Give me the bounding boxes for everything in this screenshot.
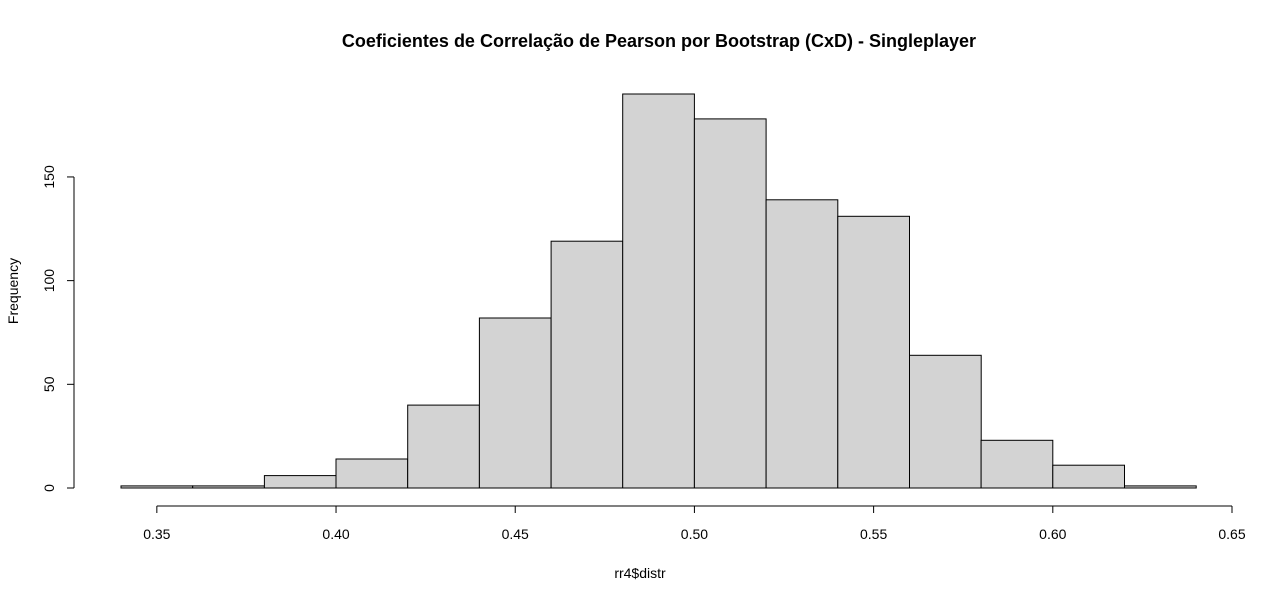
x-tick-label: 0.60 xyxy=(1039,526,1066,542)
y-tick-label: 100 xyxy=(41,269,57,293)
histogram-bar xyxy=(693,118,767,489)
y-axis-label: Frequency xyxy=(5,258,21,324)
histogram-bar xyxy=(335,458,409,489)
x-axis-label: rr4$distr xyxy=(614,565,666,581)
y-tick-label: 150 xyxy=(41,165,57,189)
histogram-bar xyxy=(980,439,1054,489)
x-tick-label: 0.45 xyxy=(502,526,529,542)
histogram-bar xyxy=(407,404,480,489)
bars-group xyxy=(120,93,1197,489)
x-axis: 0.35 0.40 0.45 0.50 0.55 0.60 0.65 xyxy=(143,505,1246,542)
x-tick-label: 0.40 xyxy=(322,526,349,542)
y-axis: 0 50 100 150 xyxy=(41,165,75,492)
histogram-bar xyxy=(550,240,624,489)
histogram-bar xyxy=(1124,485,1197,489)
x-tick-label: 0.35 xyxy=(143,526,170,542)
x-tick-label: 0.65 xyxy=(1218,526,1245,542)
y-tick-label: 50 xyxy=(41,376,57,392)
histogram-bar xyxy=(765,199,839,489)
histogram-bar xyxy=(263,475,337,489)
histogram-bar xyxy=(120,485,194,489)
x-tick-label: 0.55 xyxy=(860,526,887,542)
histogram-bar xyxy=(478,317,552,489)
histogram-bar xyxy=(837,215,910,489)
histogram-bar xyxy=(622,93,695,489)
histogram-bar xyxy=(192,485,265,489)
histogram-bar xyxy=(1052,464,1126,489)
chart-title: Coeficientes de Correlação de Pearson po… xyxy=(342,31,976,51)
y-tick-label: 0 xyxy=(41,484,57,492)
x-tick-label: 0.50 xyxy=(681,526,708,542)
histogram-bar xyxy=(909,354,982,489)
